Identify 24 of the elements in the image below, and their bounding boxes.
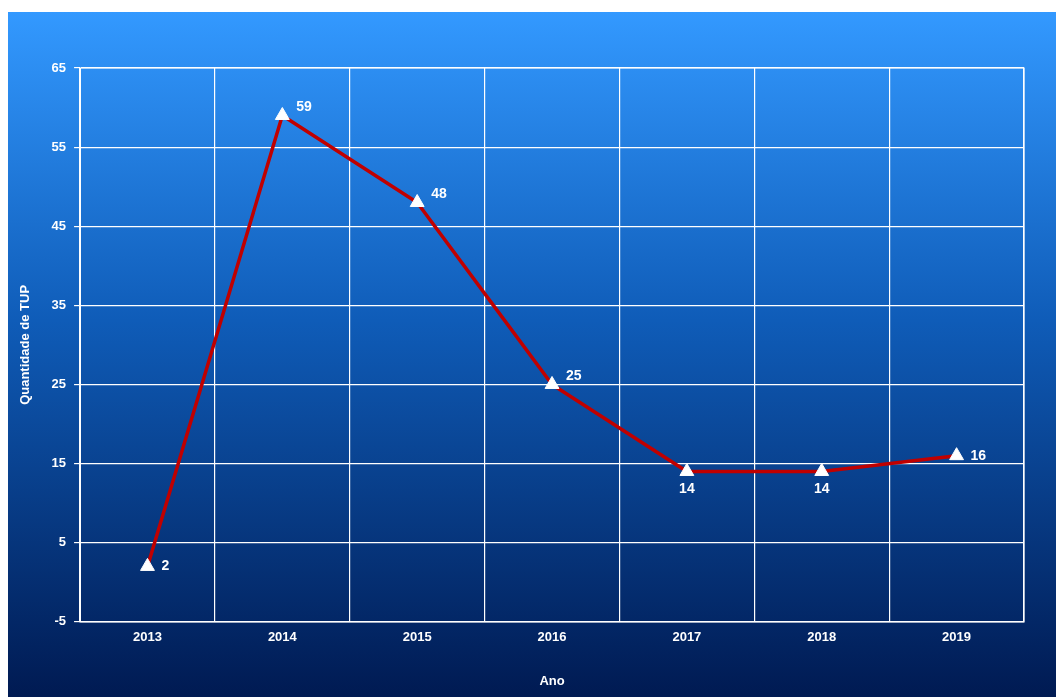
y-tick-label: 25: [51, 376, 67, 392]
data-label: 14: [813, 480, 830, 497]
x-tick-label: 2015: [402, 629, 432, 645]
data-label: 14: [679, 480, 695, 497]
y-tick-label: 35: [51, 296, 67, 312]
x-axis-title: Ano: [539, 672, 565, 688]
x-tick-label: 2017: [672, 629, 702, 645]
data-label: 25: [566, 367, 582, 384]
data-label: 16: [970, 446, 987, 463]
data-label: 48: [431, 185, 447, 202]
y-tick-label: 65: [51, 59, 67, 75]
x-tick-label: 2014: [267, 629, 298, 645]
x-tick-label: 2018: [807, 629, 837, 645]
data-label: 2: [161, 557, 170, 574]
x-tick-label: 2019: [942, 629, 972, 645]
y-tick-label: -5: [54, 613, 67, 629]
y-tick-label: 5: [58, 534, 67, 550]
y-axis-title: Quantidade de TUP: [17, 284, 33, 405]
x-tick-label: 2013: [133, 629, 162, 645]
y-tick-label: 55: [51, 138, 67, 154]
y-tick-label: 45: [51, 217, 67, 233]
data-label: 59: [296, 98, 313, 115]
y-tick-label: 15: [51, 455, 67, 471]
x-tick-label: 2016: [537, 629, 567, 645]
